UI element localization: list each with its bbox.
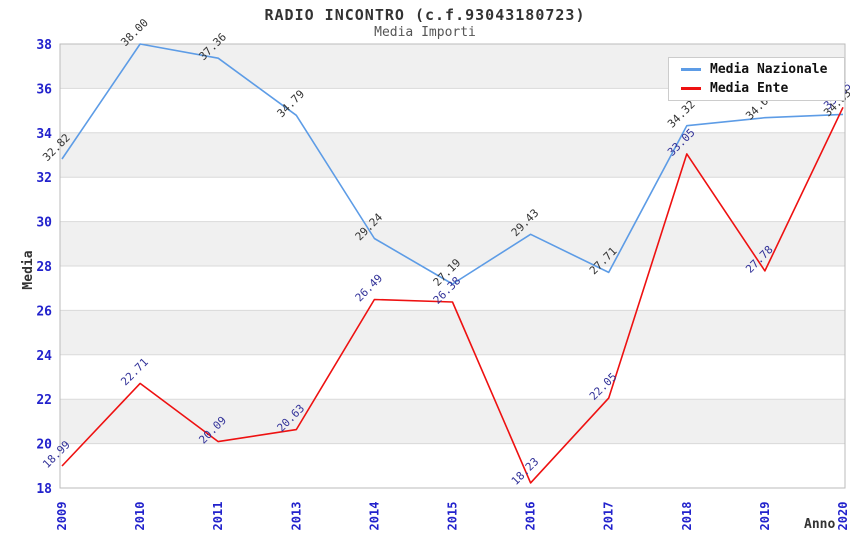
y-tick-label: 20: [36, 438, 52, 453]
x-tick-label: 2014: [367, 502, 381, 531]
chart-subtitle: Media Importi: [374, 25, 476, 40]
x-tick-label: 2016: [524, 502, 538, 531]
y-tick-label: 38: [36, 38, 52, 53]
y-tick-label: 18: [36, 482, 52, 497]
series-line-media-nazionale: [61, 43, 844, 285]
y-tick-label: 26: [36, 304, 52, 319]
chart-title: RADIO INCONTRO (c.f.93043180723): [264, 6, 586, 24]
legend-swatch-red-line-icon: [681, 87, 701, 90]
x-tick-label: 2013: [289, 502, 303, 531]
y-tick-label: 32: [36, 171, 52, 186]
legend-item-media-ente: Media Ente: [681, 81, 844, 96]
y-axis-title: Media: [21, 250, 36, 290]
point-label: 22.71: [118, 356, 151, 389]
legend-label: Media Ente: [710, 81, 789, 96]
x-tick-label: 2011: [211, 502, 225, 531]
plot-border: [59, 43, 846, 489]
x-tick-label: 2019: [758, 502, 772, 531]
y-tick-label: 30: [36, 216, 52, 231]
x-tick-label: 2018: [680, 502, 694, 531]
x-axis-title: Anno: [804, 517, 836, 532]
y-tick-label: 22: [36, 393, 52, 408]
legend-label: Media Nazionale: [710, 62, 828, 77]
x-tick-label: 2009: [55, 502, 69, 531]
y-tick-label: 24: [36, 349, 52, 364]
point-label: 18.23: [509, 455, 542, 488]
plot-band: [60, 310, 845, 355]
legend: Media Nazionale Media Ente: [668, 57, 845, 101]
x-tick-label: 2010: [133, 502, 147, 531]
legend-swatch-blue-line-icon: [681, 68, 701, 71]
y-tick-label: 36: [36, 82, 52, 97]
series-line-media-ente: [61, 106, 844, 484]
legend-item-media-nazionale: Media Nazionale: [681, 62, 844, 77]
y-tick-label: 28: [36, 260, 52, 275]
plot-band: [60, 132, 845, 178]
plot-band: [60, 221, 845, 266]
x-tick-label: 2017: [602, 502, 616, 531]
y-tick-label: 34: [36, 127, 52, 142]
x-tick-label: 2020: [836, 502, 850, 531]
x-tick-label: 2015: [446, 502, 460, 531]
point-label: 22.05: [587, 370, 620, 403]
plot-band: [60, 399, 845, 444]
